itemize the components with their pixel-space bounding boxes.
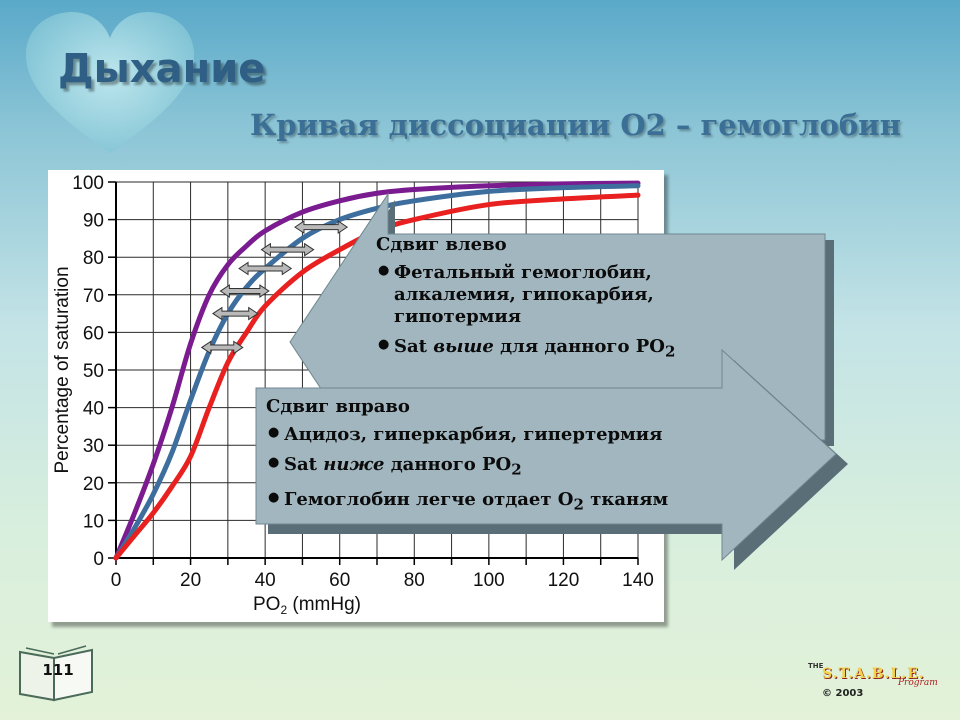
- callout-left-heading: Сдвиг влево: [376, 234, 507, 255]
- series-line-left-shift: [113, 180, 641, 561]
- callout-left: Сдвиг влево ● Фетальный гемоглобин, алка…: [376, 234, 716, 371]
- y-tick-label: 60: [83, 323, 104, 344]
- subscript: 2: [664, 342, 676, 361]
- x-tick-label: 140: [622, 570, 654, 591]
- callout-right-heading: Сдвиг вправо: [266, 396, 410, 417]
- subscript: 2: [511, 460, 522, 479]
- shift-arrow: [219, 284, 270, 298]
- y-tick-label: 30: [83, 436, 104, 457]
- bullet-dot: ●: [268, 425, 280, 440]
- bullet-emphasis: выше: [433, 336, 494, 357]
- shift-arrow: [238, 261, 293, 276]
- callout-right-bullet-1-text: Ацидоз, гиперкарбия, гипертермия: [284, 424, 663, 445]
- x-axis-label: PO2 (mmHg): [253, 594, 361, 617]
- book-icon: [19, 645, 93, 702]
- callout-right-bullet-3: ● Гемоглобин легче отдает O2 тканям: [266, 489, 736, 516]
- x-tick-label: 80: [404, 570, 425, 591]
- y-tick-label: 20: [83, 474, 104, 495]
- logo-name: S.T.A.B.L.E.: [822, 666, 925, 682]
- y-axis-label: Percentage of saturation: [52, 266, 73, 473]
- y-tick-label: 90: [83, 211, 104, 232]
- bullet-text: данного PO: [384, 454, 512, 475]
- stable-logo: THE S.T.A.B.L.E. Program © 2003: [808, 662, 938, 706]
- x-tick-label: 100: [473, 570, 505, 591]
- y-tick-label: 100: [72, 173, 104, 194]
- y-tick-label: 70: [83, 286, 104, 307]
- bullet-text: Sat: [284, 454, 324, 475]
- series-line-right-shift: [113, 192, 641, 561]
- bullet-text: Гемоглобин легче отдает O: [284, 488, 574, 510]
- bullet-emphasis: ниже: [323, 454, 385, 475]
- y-tick-label: 50: [83, 361, 104, 382]
- heart-decoration: [25, 12, 195, 153]
- x-tick-label: 0: [111, 570, 122, 591]
- y-tick-label: 80: [83, 248, 104, 269]
- bullet-text: тканям: [583, 488, 669, 510]
- callout-left-bullet-1: ● Фетальный гемоглобин, алкалемия, гипок…: [376, 262, 716, 328]
- logo-the: THE: [808, 662, 824, 670]
- bullet-text: Sat: [394, 336, 434, 357]
- x-tick-label: 120: [548, 570, 580, 591]
- callout-left-bullet-2: ● Sat выше для данного PO2: [376, 336, 716, 363]
- shift-arrow: [212, 306, 259, 321]
- series-line-normal: [113, 183, 641, 561]
- page-number: 111: [42, 661, 74, 679]
- callout-left-shape: [289, 192, 834, 446]
- subscript: 2: [573, 495, 584, 514]
- shift-arrow: [294, 220, 349, 235]
- x-tick-label: 40: [255, 570, 276, 591]
- y-tick-label: 10: [83, 511, 104, 532]
- callout-right-shape: [255, 348, 848, 570]
- callout-left-bullet-1-text: Фетальный гемоглобин, алкалемия, гипокар…: [394, 262, 654, 327]
- bullet-text: для данного PO: [493, 336, 665, 357]
- x-tick-label: 20: [180, 570, 201, 591]
- bullet-dot: ●: [378, 337, 390, 352]
- shift-arrow: [200, 340, 244, 355]
- bullet-dot: ●: [378, 263, 390, 278]
- y-tick-label: 40: [83, 399, 104, 420]
- y-tick-label: 0: [93, 549, 104, 570]
- x-tick-label: 60: [329, 570, 350, 591]
- logo-program: Program: [898, 678, 938, 688]
- bullet-dot: ●: [268, 489, 280, 505]
- callout-right-bullet-2: ● Sat ниже данного PO2: [266, 454, 736, 481]
- slide-subtitle: Кривая диссоциации О2 – гемоглобин: [250, 108, 901, 142]
- shift-arrow: [260, 242, 315, 257]
- callout-right-bullet-1: ● Ацидоз, гиперкарбия, гипертермия: [266, 424, 736, 446]
- callout-right: Сдвиг вправо ● Ацидоз, гиперкарбия, гипе…: [266, 396, 736, 523]
- bullet-dot: ●: [268, 455, 280, 470]
- logo-copyright: © 2003: [822, 688, 864, 699]
- slide-title: Дыхание: [58, 46, 266, 92]
